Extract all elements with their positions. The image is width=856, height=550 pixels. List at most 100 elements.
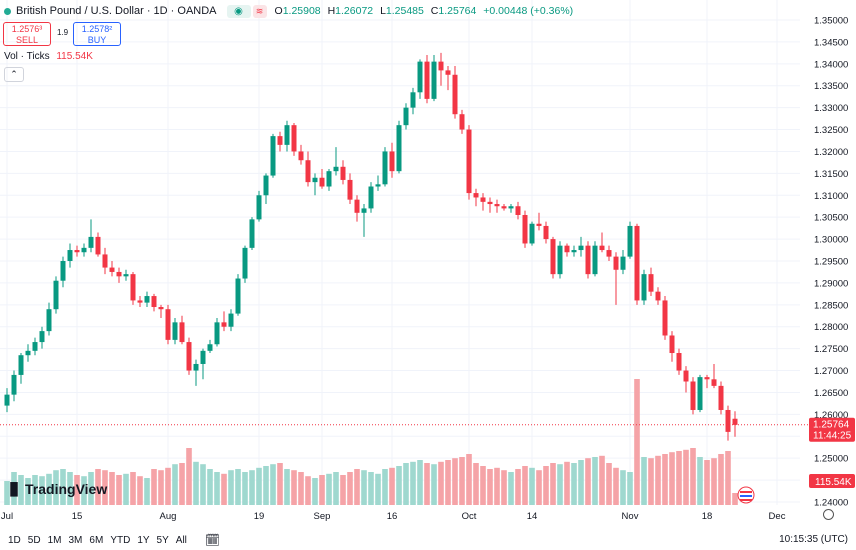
- candle[interactable]: [445, 66, 451, 91]
- visibility-icon[interactable]: ◉: [226, 4, 251, 18]
- candle[interactable]: [578, 236, 584, 257]
- candle[interactable]: [704, 374, 710, 389]
- candle[interactable]: [480, 193, 486, 211]
- candle[interactable]: [662, 296, 668, 340]
- candle[interactable]: [536, 212, 542, 231]
- candle[interactable]: [459, 109, 465, 134]
- range-all[interactable]: All: [175, 534, 187, 546]
- candle[interactable]: [333, 147, 339, 176]
- candle[interactable]: [186, 337, 192, 375]
- candle[interactable]: [277, 131, 283, 152]
- candle[interactable]: [249, 217, 255, 251]
- candle[interactable]: [172, 317, 178, 345]
- candle[interactable]: [193, 359, 199, 386]
- gear-icon[interactable]: [823, 509, 834, 520]
- candle[interactable]: [487, 197, 493, 213]
- flag-icon[interactable]: [737, 486, 755, 504]
- candle[interactable]: [284, 120, 290, 152]
- candle[interactable]: [585, 241, 591, 279]
- candle[interactable]: [452, 66, 458, 119]
- candle[interactable]: [312, 173, 318, 196]
- candle[interactable]: [32, 337, 38, 356]
- candle[interactable]: [529, 221, 535, 246]
- symbol-title[interactable]: British Pound / U.S. Dollar · 1D · OANDA: [16, 5, 217, 17]
- buy-button[interactable]: 1.2578² BUY: [73, 22, 121, 46]
- chart-type-icon[interactable]: ≋: [252, 4, 267, 18]
- candle[interactable]: [501, 204, 507, 211]
- candle[interactable]: [354, 195, 360, 222]
- range-3m[interactable]: 3M: [68, 534, 83, 546]
- candle[interactable]: [361, 204, 367, 237]
- candle[interactable]: [718, 381, 724, 415]
- candle[interactable]: [25, 344, 31, 362]
- candle[interactable]: [319, 168, 325, 189]
- candle[interactable]: [11, 370, 17, 402]
- candle[interactable]: [599, 232, 605, 253]
- candle[interactable]: [592, 241, 598, 277]
- candle[interactable]: [557, 241, 563, 279]
- candle[interactable]: [242, 245, 248, 283]
- candle[interactable]: [179, 315, 185, 345]
- candle[interactable]: [564, 243, 570, 257]
- candle[interactable]: [228, 309, 234, 332]
- calendar-icon[interactable]: 🗓: [204, 533, 221, 547]
- candle[interactable]: [256, 190, 262, 222]
- range-5d[interactable]: 5D: [27, 534, 41, 546]
- candle[interactable]: [732, 411, 738, 437]
- candle[interactable]: [375, 175, 381, 191]
- candle[interactable]: [515, 201, 521, 220]
- candle[interactable]: [634, 223, 640, 305]
- candle[interactable]: [347, 173, 353, 205]
- candle[interactable]: [235, 274, 241, 316]
- candle[interactable]: [683, 366, 689, 393]
- candle[interactable]: [522, 210, 528, 248]
- candle[interactable]: [165, 304, 171, 345]
- range-ytd[interactable]: YTD: [110, 534, 131, 546]
- candle[interactable]: [18, 353, 24, 384]
- candle[interactable]: [410, 87, 416, 115]
- candle[interactable]: [466, 125, 472, 200]
- range-1m[interactable]: 1M: [47, 534, 62, 546]
- candle[interactable]: [438, 52, 444, 86]
- candle[interactable]: [620, 250, 626, 275]
- candle[interactable]: [123, 269, 129, 281]
- candle[interactable]: [613, 252, 619, 305]
- candle[interactable]: [151, 293, 157, 312]
- volume-legend[interactable]: Vol · Ticks 115.54K: [4, 51, 93, 62]
- candle[interactable]: [494, 199, 500, 213]
- candle[interactable]: [676, 348, 682, 375]
- candle[interactable]: [550, 236, 556, 279]
- candle[interactable]: [95, 232, 101, 257]
- candle[interactable]: [207, 339, 213, 354]
- range-1y[interactable]: 1Y: [137, 534, 150, 546]
- candle[interactable]: [130, 271, 136, 305]
- candle[interactable]: [270, 133, 276, 178]
- candle[interactable]: [508, 204, 514, 213]
- candle[interactable]: [711, 363, 717, 389]
- candle[interactable]: [102, 247, 108, 275]
- sell-button[interactable]: 1.2576³ SELL: [3, 22, 51, 46]
- candle[interactable]: [109, 261, 115, 277]
- candle[interactable]: [53, 276, 59, 314]
- candle[interactable]: [144, 291, 150, 308]
- candle[interactable]: [305, 151, 311, 187]
- candle[interactable]: [655, 287, 661, 305]
- price-chart[interactable]: 1.35000 1.34500 1.34000 1.33500 1.33000 1.325…: [0, 0, 856, 530]
- candle[interactable]: [424, 55, 430, 104]
- candle[interactable]: [81, 243, 87, 257]
- candle[interactable]: [669, 331, 675, 362]
- candle[interactable]: [368, 182, 374, 213]
- candle[interactable]: [641, 269, 647, 305]
- candle[interactable]: [417, 59, 423, 99]
- candle[interactable]: [291, 122, 297, 156]
- candle[interactable]: [389, 142, 395, 178]
- candle[interactable]: [606, 245, 612, 261]
- candle[interactable]: [697, 374, 703, 413]
- clock[interactable]: 10:15:35 (UTC): [779, 534, 848, 545]
- collapse-legend-button[interactable]: ⌃: [4, 67, 24, 82]
- candle[interactable]: [571, 245, 577, 257]
- candle[interactable]: [137, 296, 143, 308]
- candle[interactable]: [221, 311, 227, 332]
- candle[interactable]: [263, 173, 269, 205]
- candle[interactable]: [627, 221, 633, 259]
